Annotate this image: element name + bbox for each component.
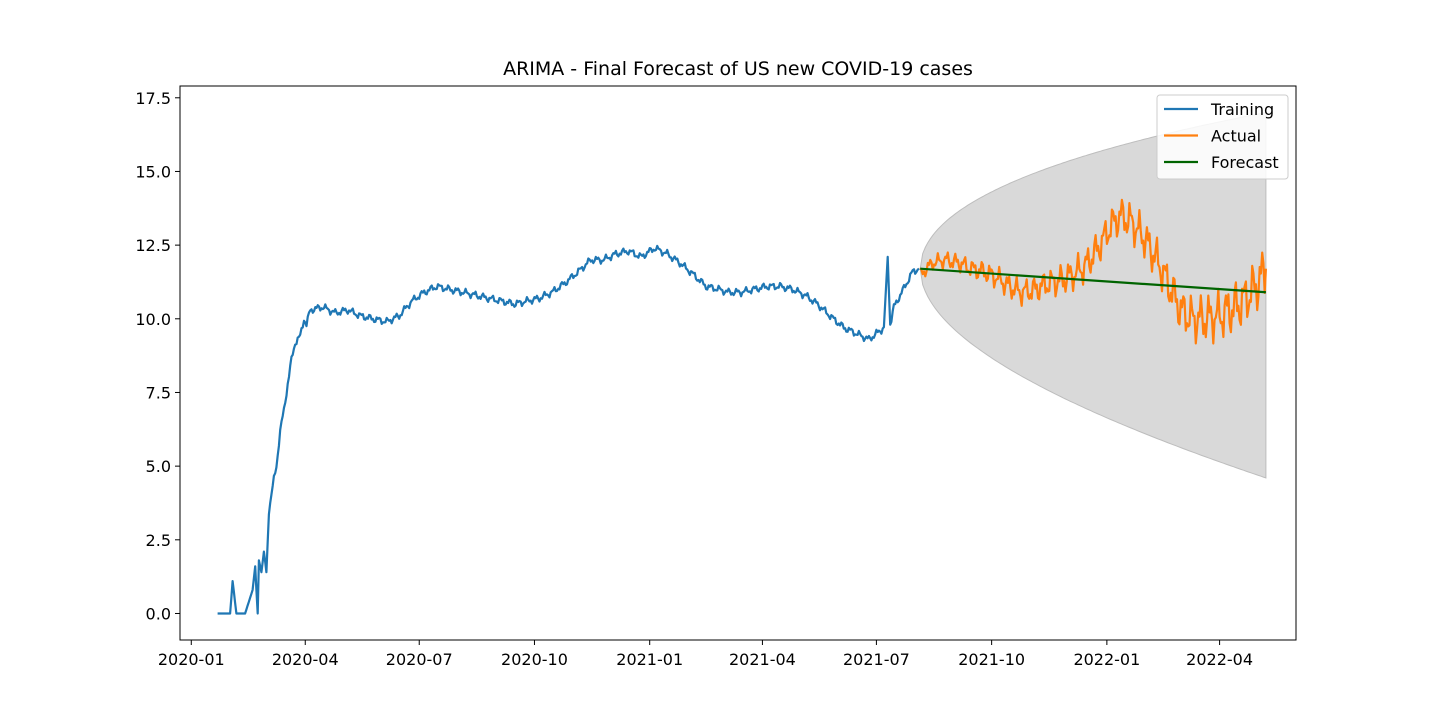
y-tick-label: 15.0 [135, 162, 171, 181]
y-tick-label: 10.0 [135, 310, 171, 329]
legend: Training Actual Forecast [1156, 94, 1289, 180]
x-tick-label: 2021-10 [958, 650, 1025, 669]
chart-title: ARIMA - Final Forecast of US new COVID-1… [503, 58, 973, 80]
x-tick-label: 2020-10 [501, 650, 568, 669]
legend-label-training: Training [1210, 100, 1274, 119]
plot-area [217, 111, 1267, 615]
x-tick-label: 2020-07 [386, 650, 453, 669]
y-tick-label: 5.0 [146, 457, 171, 476]
series-line-training [217, 244, 920, 615]
y-tick-label: 17.5 [135, 89, 171, 108]
confidence-interval-band [919, 111, 1267, 479]
x-tick-label: 2022-04 [1186, 650, 1253, 669]
series-line-actual [919, 198, 1267, 345]
x-tick-label: 2021-07 [843, 650, 910, 669]
y-tick-label: 0.0 [146, 604, 171, 623]
x-tick-label: 2022-01 [1073, 650, 1140, 669]
y-tick-label: 7.5 [146, 383, 171, 402]
y-tick-label: 2.5 [146, 531, 171, 550]
y-tick-label: 12.5 [135, 236, 171, 255]
axes: 0.0 2.5 5.0 7.5 10.0 12.5 15.0 17.5 2020-01 2020-… [135, 85, 1297, 669]
plot-frame [179, 85, 1297, 641]
legend-label-forecast: Forecast [1211, 153, 1279, 172]
legend-label-actual: Actual [1211, 127, 1261, 146]
x-tick-label: 2020-04 [272, 650, 339, 669]
x-tick-label: 2021-04 [729, 650, 796, 669]
x-tick-label: 2020-01 [158, 650, 225, 669]
series-line-forecast [920, 267, 1267, 294]
legend-box [1156, 94, 1289, 180]
x-tick-label: 2021-01 [616, 650, 683, 669]
